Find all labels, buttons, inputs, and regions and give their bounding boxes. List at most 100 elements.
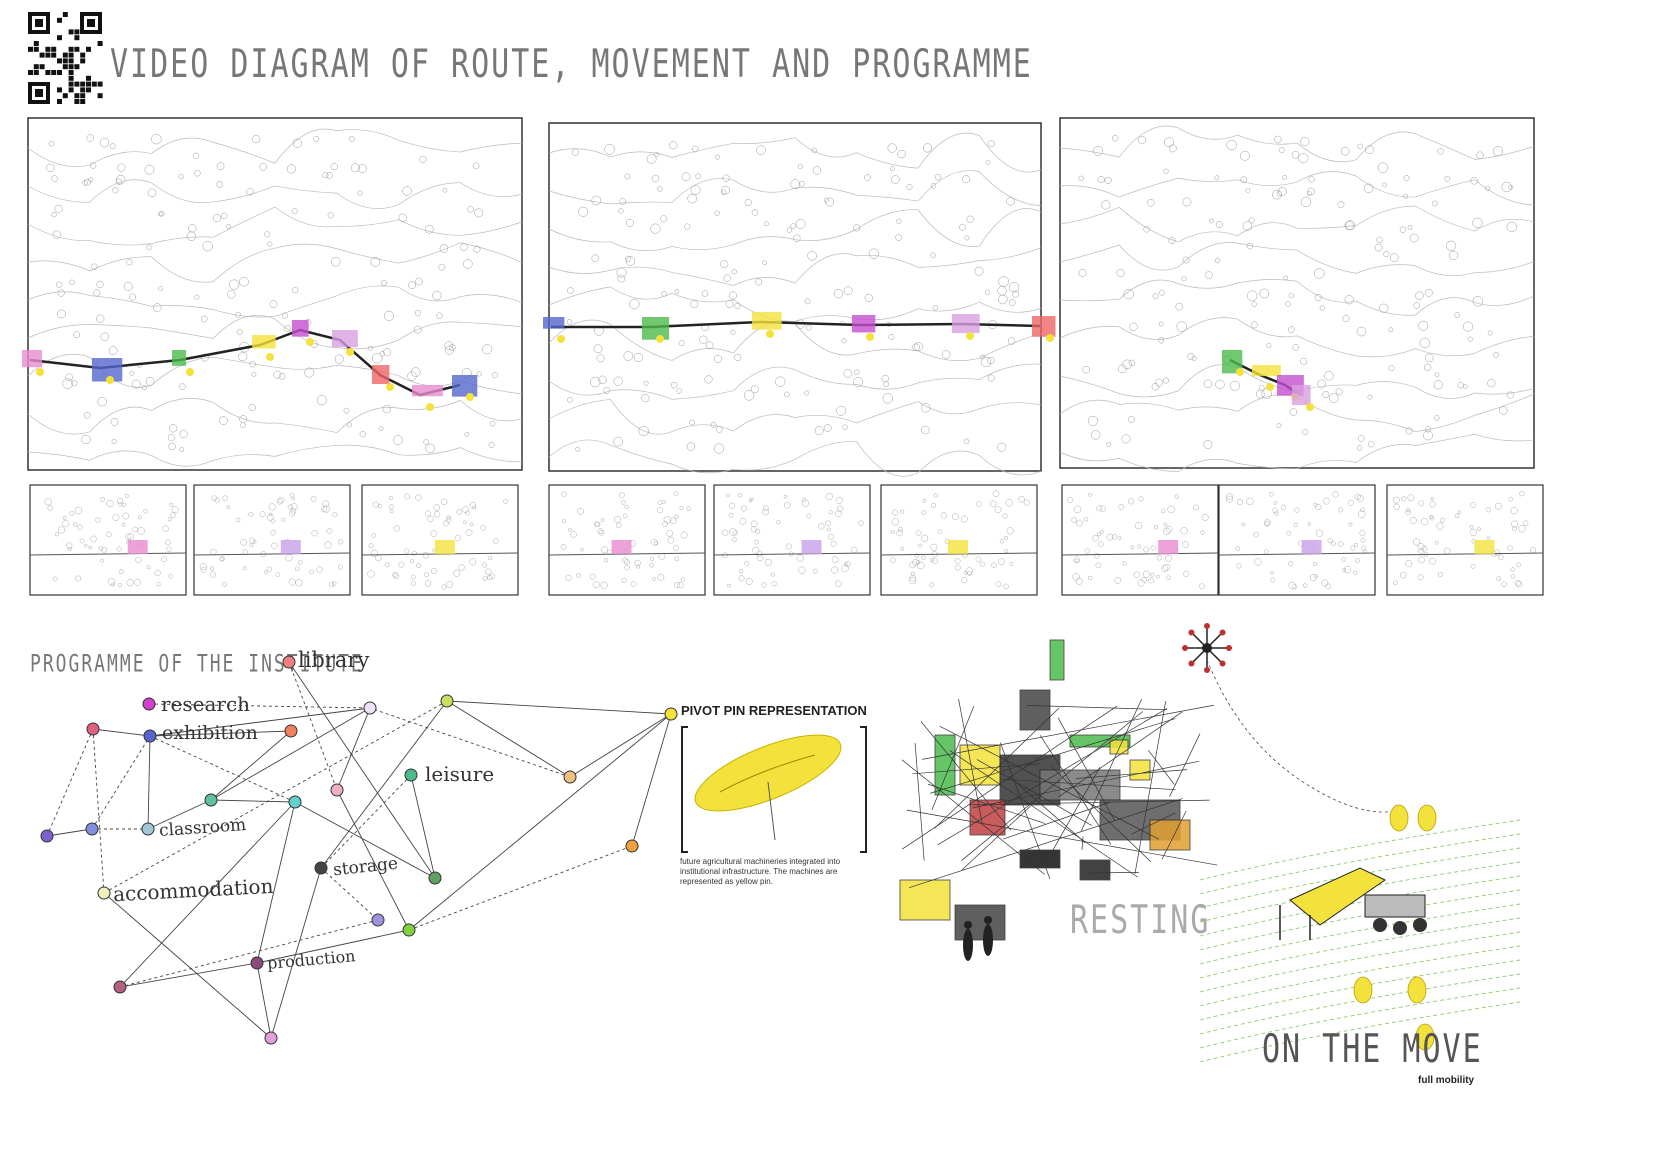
map-thumbnail [1386,484,1544,596]
machine-part [1129,759,1151,781]
network-edge [119,962,258,988]
pivot-title: PIVOT PIN REPRESENTATION [681,703,867,718]
network-edge [119,801,296,988]
label-research: research [161,692,251,716]
network-edge [631,713,672,847]
network-node-library [282,655,296,669]
label-exhibition: exhibition [162,722,258,744]
network-edge [46,728,94,837]
network-node-n8 [330,783,344,797]
network-edge [288,661,338,791]
network-node-production [250,956,264,970]
qr-code [26,10,104,106]
on-the-move-label: ON THE MOVE [1262,1027,1483,1073]
network-edge [91,735,151,830]
map-thumbnail [193,484,351,596]
network-node-n5 [563,770,577,784]
network-edge [446,700,571,778]
network-edge [147,735,151,830]
network-edge [270,867,322,1039]
network-node-n3 [86,722,100,736]
map-panel-2 [543,122,1056,477]
network-node-research [142,697,156,711]
map-thumbnail [29,484,187,596]
figure [963,929,973,961]
network-edge [148,703,371,709]
drone-icon [1182,623,1232,673]
network-node-storage [314,861,328,875]
network-edge [46,828,93,837]
network-edge [336,707,371,791]
network-edge [408,713,672,931]
network-edge [119,919,379,988]
network-edge [256,962,272,1039]
label-library: library [298,648,370,672]
network-node-n1 [440,694,454,708]
map-thumbnail [1061,484,1219,596]
network-node-n15 [113,980,127,994]
network-edge [210,707,371,801]
map-panel-1 [22,117,523,471]
network-edge [288,661,436,879]
page-title: VIDEO DIAGRAM OF ROUTE, MOVEMENT AND PRO… [110,42,1033,88]
network-node-n4 [284,724,298,738]
map-thumbnail [1218,484,1376,596]
map-thumbnail [361,484,519,596]
network-edge [294,801,436,879]
yellow-pin [1417,804,1437,832]
network-edge [210,799,296,803]
network-node-n7 [288,795,302,809]
network-edge [446,700,672,715]
map-thumbnail [548,484,706,596]
machine-part [969,799,1006,836]
wheel [1373,918,1387,932]
network-edge [149,730,292,737]
network-node-n12 [371,913,385,927]
network-node-exhibition [143,729,157,743]
network-node-n14 [625,839,639,853]
network-edge [149,735,296,803]
network-node-n16 [264,1031,278,1045]
network-node-accommodation [97,886,111,900]
yellow-pin [1353,976,1373,1004]
yellow-pin [1389,804,1409,832]
machine-part [899,879,951,921]
yellow-pin-ellipse [694,734,842,812]
network-edge [569,713,672,778]
network-edge [210,730,292,801]
machine-part [1079,859,1111,881]
machine-part [1049,639,1065,681]
network-edge [408,845,633,931]
network-edge [147,799,212,830]
map-thumbnail [880,484,1038,596]
resting-label: RESTING [1070,898,1211,944]
network-edge [92,728,151,737]
network-edge [336,789,410,931]
yellow-pin [1415,1023,1435,1051]
network-node-leisure [404,768,418,782]
machine-part [1149,819,1191,851]
programme-title: PROGRAMME OF THE INSTITUTE [30,650,364,679]
machine-part [1019,849,1061,869]
machine-part [954,904,1006,941]
map-panel-3 [1059,117,1535,472]
machine-part [934,734,956,796]
network-node-n10 [40,829,54,843]
network-node-n6 [204,793,218,807]
network-node-n2 [363,701,377,715]
network-edge [149,707,371,737]
network-edge [256,801,296,964]
yellow-pin [1407,976,1427,1004]
network-node-n11 [428,871,442,885]
wheel [1393,921,1407,935]
network-node-n13 [402,923,416,937]
qr-code-graphic [26,10,104,106]
network-edge [103,892,272,1039]
machine-part [1109,739,1129,755]
network-edge [256,929,410,964]
